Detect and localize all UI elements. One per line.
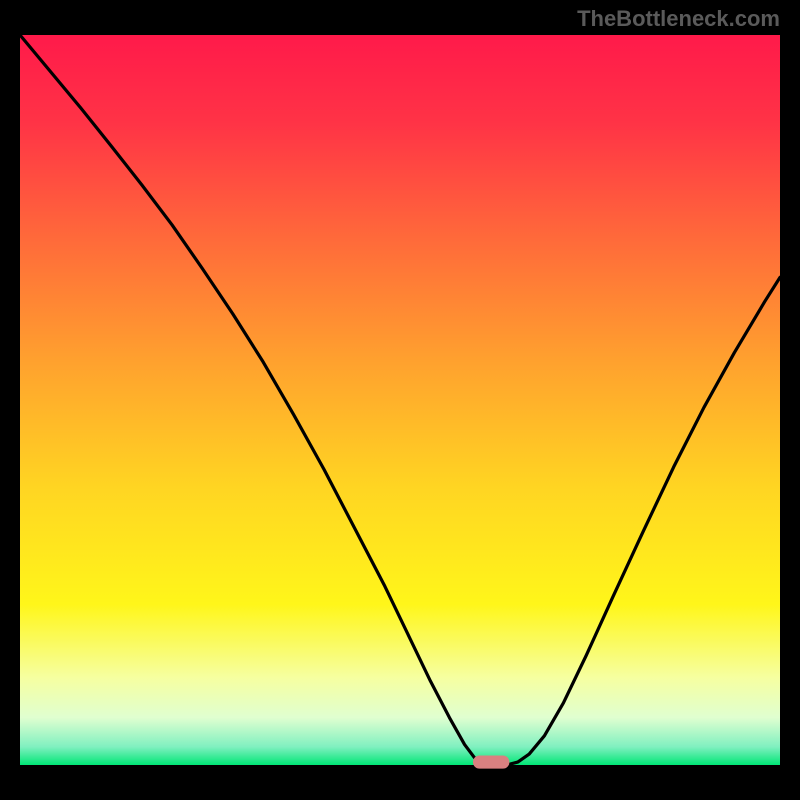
watermark-text: TheBottleneck.com bbox=[577, 6, 780, 32]
optimum-marker bbox=[473, 756, 509, 769]
plot-background bbox=[20, 35, 780, 765]
bottleneck-chart bbox=[0, 0, 800, 800]
